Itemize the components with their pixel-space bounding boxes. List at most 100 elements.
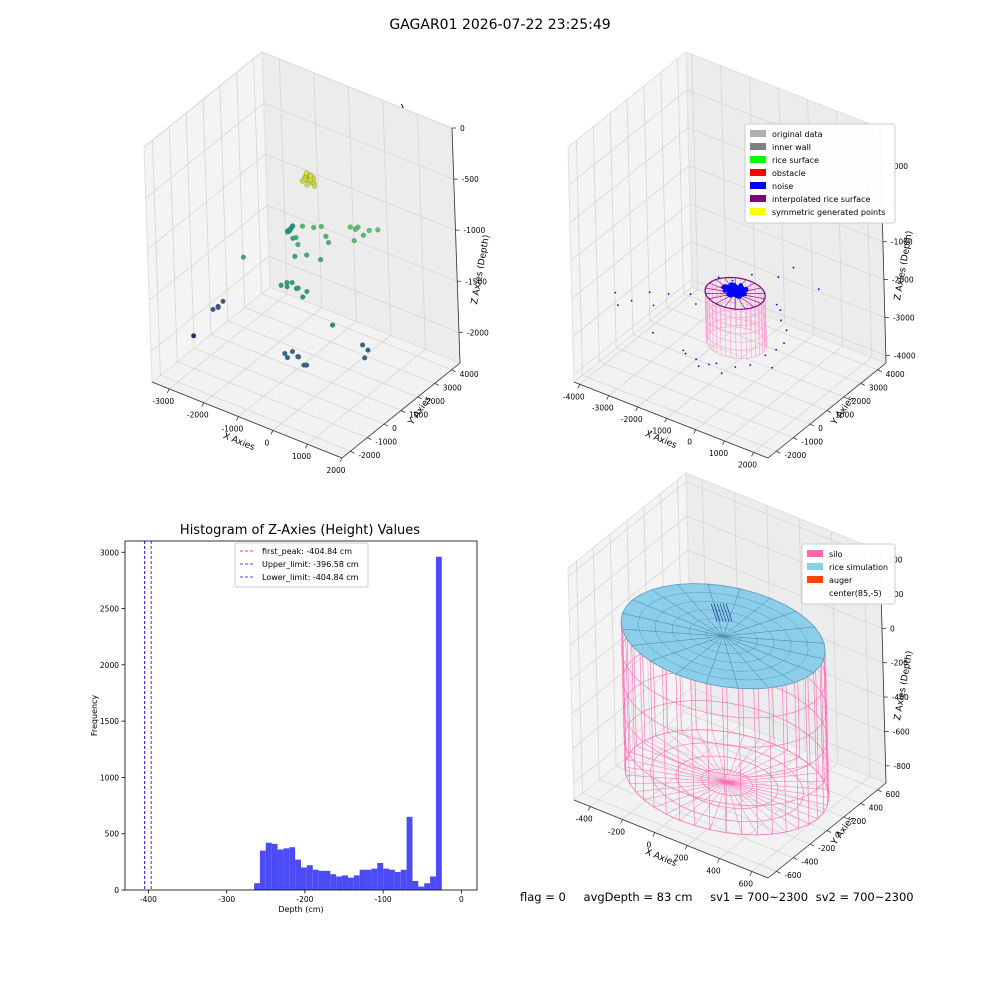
raw3d-tick-label-z: 0 bbox=[460, 124, 465, 133]
classify3d-tick-label-y: 4000 bbox=[886, 370, 905, 379]
classify3d-tick-y bbox=[860, 382, 865, 386]
sim3d-tick-y bbox=[877, 789, 882, 793]
raw3d-point bbox=[347, 224, 353, 230]
sim3d-silo-ring bbox=[624, 729, 830, 836]
classify3d-noise-cluster bbox=[733, 284, 738, 289]
raw3d-point bbox=[304, 289, 310, 295]
sim3d-tick-label-x: 0 bbox=[646, 841, 651, 850]
raw3d-point bbox=[290, 349, 296, 355]
classify3d-grid-y bbox=[599, 361, 794, 439]
raw3d-grid-y bbox=[168, 126, 178, 362]
histogram-bar bbox=[330, 874, 337, 890]
classify3d-legend-label: noise bbox=[772, 182, 793, 191]
histogram-bar bbox=[418, 886, 425, 890]
raw3d-tick-x bbox=[339, 457, 343, 463]
sim3d-tick-x bbox=[652, 832, 656, 837]
classify3d-grid-y bbox=[632, 334, 828, 411]
classify3d-noise-point bbox=[617, 304, 619, 306]
classify3d-legend-label: inner wall bbox=[772, 143, 811, 152]
sim3d-tick-label-y: 400 bbox=[869, 803, 884, 812]
sim3d-silo-wall bbox=[662, 668, 667, 815]
raw3d-axis-x bbox=[151, 381, 343, 459]
classify3d-tick-label-x: -4000 bbox=[563, 392, 585, 401]
sim3d-silo-spoke bbox=[726, 744, 775, 783]
histogram-bar bbox=[271, 843, 278, 890]
sim3d-silo-spoke bbox=[655, 735, 728, 783]
classify3d-noise-point bbox=[652, 304, 655, 307]
sim3d-silo-wall bbox=[705, 683, 711, 830]
classify3d-noise-point bbox=[682, 349, 685, 352]
chart-title-histogram: Histogram of Z-Axies (Height) Values bbox=[179, 523, 421, 538]
classify3d-tick-label-x: 2000 bbox=[738, 460, 757, 469]
classify3d-tick-label-y: 3000 bbox=[869, 383, 888, 392]
raw3d-grid-x bbox=[347, 86, 357, 322]
raw3d-point bbox=[360, 232, 366, 238]
sim3d-tick-label-x: -200 bbox=[608, 828, 625, 837]
raw3d-point bbox=[278, 282, 284, 288]
histogram-tick-label-y: 2500 bbox=[100, 605, 119, 614]
sim3d-tick-y bbox=[809, 843, 815, 847]
classify3d-tick-label-x: -3000 bbox=[592, 404, 614, 413]
classify3d-tick-label-z: -4000 bbox=[894, 351, 916, 360]
raw3d-tick-label-x: -1000 bbox=[221, 425, 243, 434]
raw3d-point bbox=[362, 355, 368, 361]
raw3d-tick-y bbox=[383, 423, 389, 427]
classify3d-grid-y bbox=[666, 306, 861, 384]
classify3d-tick-y bbox=[826, 410, 832, 413]
raw3d-grid-z bbox=[150, 256, 270, 352]
classify3d-grid-y bbox=[615, 347, 811, 425]
classify3d-tick-x bbox=[577, 384, 581, 389]
raw3d-tick-label-y: 2000 bbox=[426, 397, 445, 406]
raw3d-point bbox=[210, 306, 216, 312]
sim3d-silo-spoke bbox=[625, 774, 727, 783]
classify3d-grid-y bbox=[609, 113, 617, 349]
sim3d-auger-line bbox=[722, 603, 730, 622]
raw3d-point bbox=[240, 254, 246, 260]
sim3d-silo-spoke bbox=[643, 782, 727, 800]
classify3d-legend-swatch bbox=[750, 143, 766, 150]
sim3d-legend-swatch bbox=[807, 563, 823, 570]
sim3d-rice-mesh-ring bbox=[688, 618, 758, 654]
raw3d-tick-label-y: 4000 bbox=[460, 370, 479, 379]
histogram-tick-label-y: 500 bbox=[105, 830, 120, 839]
sim3d-rice-mesh-ring bbox=[637, 592, 809, 681]
classify3d-noise-point bbox=[734, 366, 737, 368]
sim3d-grid-z bbox=[568, 515, 688, 612]
histogram-xlabel: Depth (cm) bbox=[278, 905, 323, 914]
sim3d-silo-spoke bbox=[726, 782, 828, 806]
raw3d-point bbox=[215, 304, 221, 310]
histogram-tick-label-y: 1000 bbox=[100, 773, 119, 782]
sim3d-silo-wall bbox=[823, 643, 829, 790]
classify3d-noise-point bbox=[695, 358, 697, 361]
status-flag: flag = 0 bbox=[520, 890, 566, 904]
sim3d-silo-wall bbox=[813, 672, 818, 819]
histogram-tick-label-x: -400 bbox=[140, 895, 157, 904]
sim3d-silo-wall bbox=[721, 686, 727, 833]
sim3d-silo-spoke bbox=[726, 757, 800, 783]
sim3d-auger-line bbox=[725, 603, 733, 622]
sim3d-grid-y bbox=[632, 752, 828, 831]
classify3d-grid-x bbox=[720, 65, 728, 301]
raw3d-tick-x bbox=[305, 444, 308, 449]
raw3d-grid-y bbox=[236, 72, 246, 308]
classify3d-tick-label-y: 0 bbox=[818, 424, 823, 433]
histogram-bar bbox=[371, 868, 378, 890]
raw3d-point bbox=[330, 322, 336, 328]
classify3d-tick-label-x: -2000 bbox=[621, 415, 643, 424]
histogram-tick-label-x: -200 bbox=[296, 895, 313, 904]
sim3d-silo-spoke bbox=[666, 782, 728, 815]
sim3d-tick-label-z: -600 bbox=[893, 727, 910, 736]
sim3d-grid-y bbox=[666, 724, 861, 804]
classify3d-noise-point bbox=[717, 276, 720, 279]
classify3d-tick-x bbox=[693, 429, 696, 434]
raw3d-tick-label-y: 3000 bbox=[443, 383, 462, 392]
sim3d-rice-mesh-ring bbox=[654, 600, 792, 672]
classify3d-noise-point bbox=[720, 372, 723, 375]
raw3d-grid-y bbox=[253, 58, 262, 294]
raw3d-grid-z bbox=[143, 51, 263, 148]
sim3d-axis-x bbox=[573, 799, 769, 879]
sim3d-legend-swatch bbox=[807, 576, 823, 583]
classify3d-noise-point bbox=[708, 363, 710, 366]
sim3d-silo-spoke bbox=[726, 734, 745, 783]
status-sv2: sv2 = 700~2300 bbox=[815, 890, 914, 904]
